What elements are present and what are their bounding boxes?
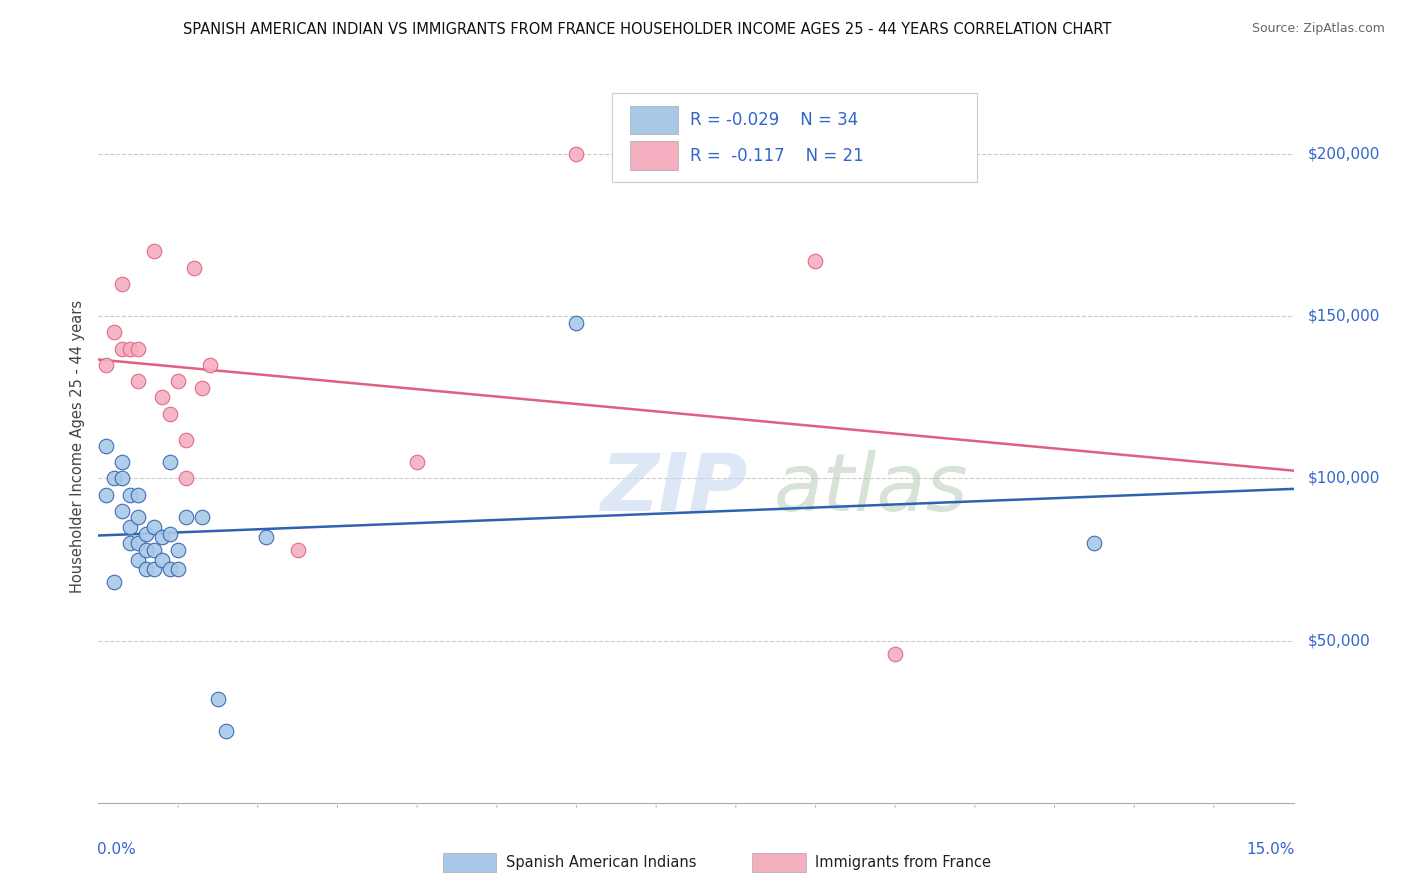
Text: SPANISH AMERICAN INDIAN VS IMMIGRANTS FROM FRANCE HOUSEHOLDER INCOME AGES 25 - 4: SPANISH AMERICAN INDIAN VS IMMIGRANTS FR…	[183, 22, 1111, 37]
Point	[565, 147, 588, 161]
Point	[167, 374, 190, 388]
Point	[120, 488, 142, 502]
Point	[127, 510, 149, 524]
Point	[111, 455, 134, 469]
Point	[135, 526, 157, 541]
FancyBboxPatch shape	[630, 105, 678, 134]
Point	[207, 692, 229, 706]
Point	[167, 542, 190, 557]
Point	[287, 542, 309, 557]
Point	[198, 358, 221, 372]
Point	[143, 542, 166, 557]
FancyBboxPatch shape	[612, 93, 977, 182]
Point	[159, 526, 181, 541]
Point	[96, 488, 118, 502]
Point	[127, 342, 149, 356]
Text: 0.0%: 0.0%	[97, 842, 136, 857]
Point	[191, 381, 214, 395]
Text: Source: ZipAtlas.com: Source: ZipAtlas.com	[1251, 22, 1385, 36]
Point	[174, 471, 197, 485]
Point	[143, 244, 166, 259]
Point	[120, 536, 142, 550]
Point	[215, 724, 238, 739]
Point	[167, 562, 190, 576]
Point	[565, 316, 588, 330]
Point	[120, 520, 142, 534]
Point	[804, 254, 827, 268]
Point	[111, 277, 134, 291]
Point	[159, 455, 181, 469]
Point	[127, 536, 149, 550]
Point	[150, 552, 173, 566]
Text: R =  -0.117    N = 21: R = -0.117 N = 21	[690, 146, 863, 164]
Text: $100,000: $100,000	[1308, 471, 1379, 486]
Point	[183, 260, 205, 275]
Point	[191, 510, 214, 524]
Point	[120, 342, 142, 356]
Point	[150, 390, 173, 404]
Text: 15.0%: 15.0%	[1246, 842, 1295, 857]
Point	[174, 510, 197, 524]
Text: ZIP: ZIP	[600, 450, 748, 528]
Point	[135, 542, 157, 557]
Point	[143, 520, 166, 534]
Text: $200,000: $200,000	[1308, 146, 1379, 161]
Point	[406, 455, 429, 469]
Text: $50,000: $50,000	[1308, 633, 1371, 648]
FancyBboxPatch shape	[630, 141, 678, 169]
Point	[111, 504, 134, 518]
Point	[135, 562, 157, 576]
Point	[1083, 536, 1105, 550]
Point	[103, 326, 125, 340]
Point	[143, 562, 166, 576]
Point	[159, 407, 181, 421]
Point	[127, 488, 149, 502]
Point	[127, 552, 149, 566]
Point	[96, 358, 118, 372]
Text: atlas: atlas	[773, 450, 969, 528]
Point	[111, 471, 134, 485]
Text: Immigrants from France: Immigrants from France	[815, 855, 991, 870]
Text: $150,000: $150,000	[1308, 309, 1379, 324]
Point	[174, 433, 197, 447]
Point	[111, 342, 134, 356]
Point	[884, 647, 907, 661]
Point	[127, 374, 149, 388]
Y-axis label: Householder Income Ages 25 - 44 years: Householder Income Ages 25 - 44 years	[70, 300, 86, 592]
Point	[150, 530, 173, 544]
Point	[159, 562, 181, 576]
Point	[254, 530, 277, 544]
Point	[103, 471, 125, 485]
Text: R = -0.029    N = 34: R = -0.029 N = 34	[690, 111, 858, 128]
Text: Spanish American Indians: Spanish American Indians	[506, 855, 696, 870]
Point	[96, 439, 118, 453]
Point	[103, 575, 125, 590]
